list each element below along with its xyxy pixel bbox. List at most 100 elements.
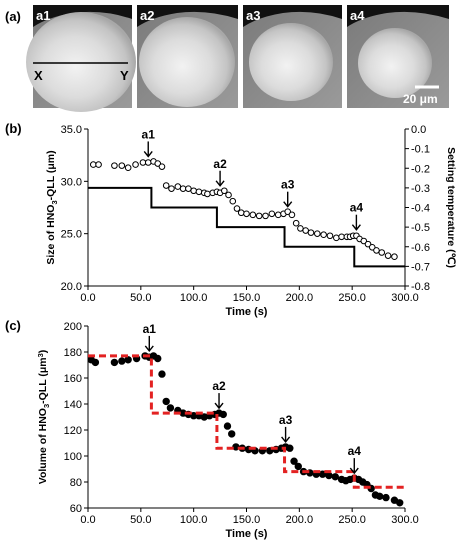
data-point: [384, 252, 392, 259]
annotation-label: a4: [350, 201, 364, 215]
annotation-arrowhead: [144, 345, 154, 353]
panel-label-a: (a): [5, 9, 21, 24]
data-point: [233, 205, 241, 212]
data-point: [286, 444, 294, 452]
data-point: [396, 499, 404, 507]
panel-label-b: (b): [5, 121, 22, 136]
x-axis-label: Time (s): [226, 528, 268, 540]
tile-label: a4: [350, 8, 365, 23]
data-point: [154, 354, 162, 363]
data-point: [373, 247, 380, 254]
y2-tick-label: -0.5: [411, 222, 430, 234]
data-point: [168, 185, 175, 192]
data-point: [307, 229, 315, 236]
image-tile-a3: a3: [243, 5, 342, 108]
x-tick-label: 150.0: [233, 514, 261, 526]
data-point: [89, 161, 97, 168]
data-point: [204, 190, 211, 198]
data-point: [190, 187, 197, 195]
y-tick-label: 200: [64, 321, 82, 333]
data-point: [124, 356, 132, 364]
image-tile-a2: a2: [137, 5, 238, 108]
data-point: [195, 188, 203, 196]
tile-label: a1: [36, 8, 50, 23]
data-point: [166, 404, 175, 412]
data-point: [132, 161, 139, 168]
tile-label: a2: [140, 8, 154, 23]
x-tick-label: 200.0: [286, 292, 314, 304]
data-point: [158, 370, 166, 378]
line-label-x: X: [34, 68, 43, 83]
y-tick-label: 160: [64, 373, 82, 385]
x-tick-label: 0.0: [80, 292, 95, 304]
data-point: [225, 191, 232, 199]
y2-tick-label: -0.3: [411, 183, 430, 195]
annotation-arrowhead: [281, 436, 291, 444]
annotation-arrowhead: [351, 224, 361, 231]
data-point: [320, 231, 327, 239]
y-tick-label: 35.0: [61, 124, 82, 136]
x-tick-label: 250.0: [338, 514, 366, 526]
data-point: [284, 208, 292, 215]
y2-axis-label: Setting temperature (℃): [445, 147, 457, 268]
annotation-arrowhead: [214, 402, 224, 410]
image-tile-a1: a1 X Y: [26, 5, 136, 112]
data-point: [144, 159, 152, 166]
chart-size: 0.0 50.0 100.0 150.0 200.0 250.0 300.0 20.0 25.0…: [45, 124, 457, 318]
model-step-line: [88, 354, 405, 489]
annotation-arrowhead: [215, 180, 225, 187]
data-point: [110, 358, 119, 367]
data-point: [158, 163, 166, 170]
data-point: [118, 162, 126, 169]
annotation-label: a1: [143, 322, 157, 336]
x-tick-label: 300.0: [391, 514, 419, 526]
x-tick-label: 100.0: [180, 292, 208, 304]
data-point: [91, 358, 100, 367]
chart-volume: 0.0 50.0 100.0 150.0 200.0 250.0 300.0 60 80 100 1…: [36, 321, 419, 540]
data-point: [229, 197, 237, 205]
data-point: [185, 185, 192, 192]
x-axis-label: Time (s): [226, 306, 268, 318]
annotation-label: a4: [348, 444, 362, 458]
x-tick-label: 300.0: [391, 292, 419, 304]
x-tick-label: 50.0: [130, 292, 151, 304]
data-point: [223, 422, 232, 430]
data-point: [378, 249, 386, 256]
data-point: [221, 187, 228, 195]
y-tick-label: 25.0: [61, 229, 82, 241]
data-point: [382, 493, 390, 502]
data-point: [364, 240, 372, 248]
data-point: [333, 234, 340, 242]
x-tick-label: 0.0: [80, 514, 95, 526]
data-point: [360, 237, 368, 245]
annotation-label: a2: [212, 379, 226, 393]
x-tick-label: 100.0: [180, 514, 208, 526]
y-axis-label: Volume of HNO3-QLL (μm3): [36, 350, 51, 485]
data-point: [124, 164, 132, 172]
data-point: [325, 471, 333, 480]
annotation-arrowhead: [143, 151, 153, 158]
data-point: [179, 185, 187, 192]
y2-tick-label: 0.0: [411, 124, 426, 136]
y-tick-label: 140: [64, 399, 82, 411]
panel-label-c: (c): [5, 318, 21, 333]
line-label-y: Y: [120, 68, 129, 83]
data-point: [375, 492, 384, 500]
data-point: [139, 159, 147, 166]
annotation-label: a2: [213, 157, 227, 171]
data-point: [249, 211, 257, 219]
data-point: [118, 357, 126, 365]
scale-bar-label: 20 μm: [403, 92, 438, 106]
y-tick-label: 80: [70, 477, 82, 489]
data-point: [292, 219, 300, 227]
y2-tick-label: -0.8: [411, 281, 430, 293]
y-tick-label: 120: [64, 425, 82, 437]
y2-tick-label: -0.2: [411, 163, 430, 175]
y2-tick-label: -0.6: [411, 242, 430, 254]
y-axis-label: Size of HNO3-QLL (μm): [45, 150, 59, 264]
x-tick-label: 150.0: [233, 292, 261, 304]
annotation-label: a3: [281, 178, 295, 192]
data-point: [162, 182, 170, 189]
y-tick-label: 20.0: [61, 281, 82, 293]
annotation-label: a1: [142, 127, 156, 141]
